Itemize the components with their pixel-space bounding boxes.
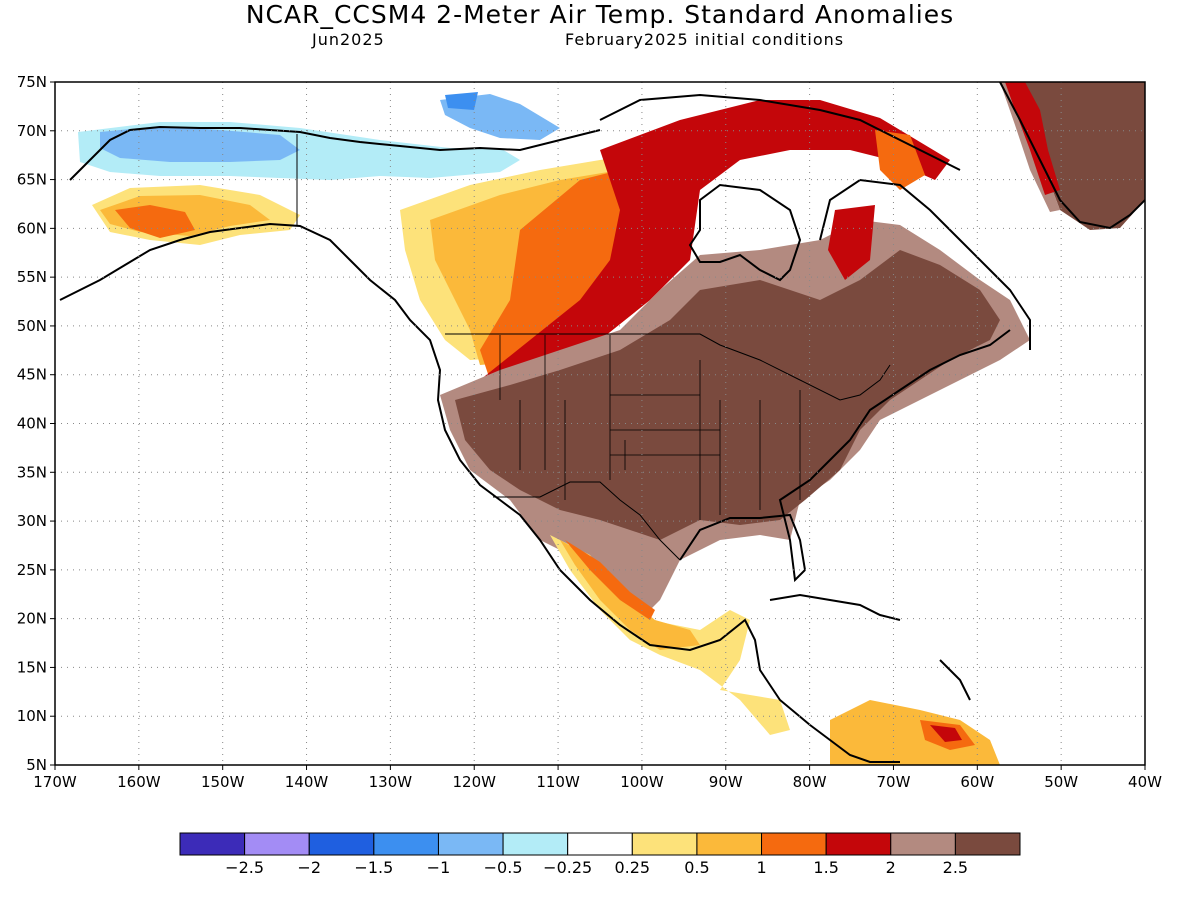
lat-label: 40N xyxy=(17,415,47,433)
warm-greenland xyxy=(1010,82,1145,230)
warm-us-brown xyxy=(455,250,1000,540)
lon-label: 160W xyxy=(117,773,161,791)
colorbar-swatch xyxy=(308,832,375,856)
lon-label: 80W xyxy=(793,773,827,791)
warm-canada-red xyxy=(470,100,950,388)
warm-alaska-strong xyxy=(115,205,195,238)
lon-label: 90W xyxy=(709,773,743,791)
colorbar-swatch xyxy=(890,832,956,856)
us-canada-border xyxy=(445,333,891,401)
cool-anomaly-strong xyxy=(445,92,478,110)
colorbar-label: 0.25 xyxy=(614,858,650,877)
lon-label: 170W xyxy=(33,773,77,791)
colorbar-label: −2 xyxy=(297,858,321,877)
lat-label: 15N xyxy=(17,658,47,676)
colorbar-swatch xyxy=(631,832,698,856)
colorbar-label: 2 xyxy=(886,858,896,877)
hudson-bay xyxy=(688,183,802,282)
colorbar-swatch xyxy=(761,832,827,856)
cool-anomaly-medium xyxy=(100,126,300,162)
colorbar-swatch xyxy=(179,832,246,856)
lon-label: 60W xyxy=(960,773,994,791)
colorbar-label: 0.5 xyxy=(684,858,709,877)
warm-labrador-red xyxy=(828,205,875,280)
anomaly-fields xyxy=(78,82,1145,765)
colorbar-swatch xyxy=(567,832,633,856)
lon-label: 70W xyxy=(877,773,911,791)
lon-label: 130W xyxy=(369,773,413,791)
colorbar-label: 1 xyxy=(756,858,766,877)
valid-month: Jun2025 xyxy=(312,30,385,49)
lon-label: 50W xyxy=(1044,773,1078,791)
colorbar-swatch xyxy=(696,832,763,856)
colorbar-label: 2.5 xyxy=(943,858,968,877)
labrador-coast xyxy=(819,178,1031,350)
lat-label: 10N xyxy=(17,707,47,725)
lon-label: 140W xyxy=(285,773,329,791)
colorbar-swatch xyxy=(825,832,892,856)
lat-label: 70N xyxy=(17,122,47,140)
lat-label: 65N xyxy=(17,171,47,189)
lat-label: 35N xyxy=(17,463,47,481)
colorbar-label: −1.5 xyxy=(354,858,393,877)
colorbar-label: 1.5 xyxy=(813,858,838,877)
colorbar-swatch xyxy=(954,832,1021,856)
latitude-labels: 75N 70N 65N 60N 55N 50N 45N 40N 35N 30N 25N 20N 15N 1… xyxy=(17,73,55,774)
colorbar xyxy=(179,832,1021,856)
arctic-islands xyxy=(599,93,961,171)
colorbar-label: −2.5 xyxy=(225,858,264,877)
lon-label: 100W xyxy=(620,773,664,791)
lon-label: 40W xyxy=(1128,773,1162,791)
lat-label: 45N xyxy=(17,366,47,384)
colorbar-label: −0.5 xyxy=(484,858,523,877)
gulf-coast xyxy=(679,329,1011,583)
caribbean-islands xyxy=(769,593,971,701)
colorbar-swatch xyxy=(502,832,569,856)
alaska-coast xyxy=(69,125,601,181)
warm-baffin-orange xyxy=(875,130,925,190)
lat-label: 25N xyxy=(17,561,47,579)
warm-south-america-red xyxy=(930,725,962,742)
political-borders xyxy=(296,134,891,561)
colorbar-label: −1 xyxy=(427,858,451,877)
map-title: NCAR_CCSM4 2-Meter Air Temp. Standard An… xyxy=(245,0,955,29)
greenland-coast xyxy=(999,82,1145,230)
lat-label: 55N xyxy=(17,268,47,286)
colorbar-labels: −2.5 −2 −1.5 −1 −0.5 −0.25 0.25 0.5 1 1.5 2 2.5 xyxy=(225,858,968,877)
colorbar-swatch xyxy=(437,832,504,856)
longitude-labels: 170W 160W 150W 140W 130W 120W 110W 100W 90W 80W 70… xyxy=(33,765,1162,791)
lon-label: 110W xyxy=(536,773,580,791)
warm-mexico-strong xyxy=(565,540,655,620)
us-mexico-border xyxy=(493,481,681,561)
lon-label: 120W xyxy=(452,773,496,791)
lat-label: 75N xyxy=(17,73,47,91)
lon-label: 150W xyxy=(201,773,245,791)
lat-label: 5N xyxy=(26,756,47,774)
lat-label: 50N xyxy=(17,317,47,335)
warm-south-america-orange xyxy=(830,700,1000,765)
init-conditions: February2025 initial conditions xyxy=(565,30,845,49)
colorbar-swatch xyxy=(244,832,310,856)
colorbar-swatch xyxy=(373,832,439,856)
colorbar-label: −0.25 xyxy=(543,858,592,877)
warm-greenland-red xyxy=(1005,82,1060,195)
lat-label: 20N xyxy=(17,610,47,628)
lat-label: 30N xyxy=(17,512,47,530)
us-state-lines xyxy=(499,335,801,520)
lat-label: 60N xyxy=(17,219,47,237)
